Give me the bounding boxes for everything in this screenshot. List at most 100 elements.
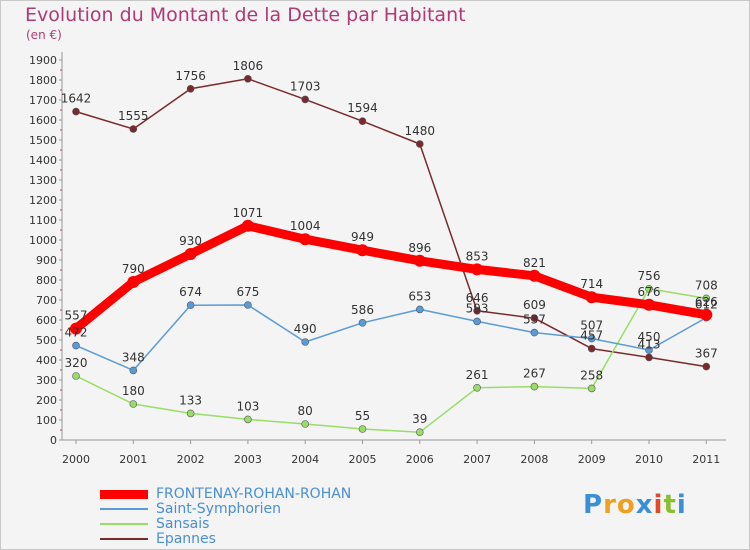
data-label-0: 821 xyxy=(523,256,546,270)
x-tick-label: 2005 xyxy=(349,453,377,466)
data-point-3 xyxy=(530,314,539,323)
data-point-3 xyxy=(186,85,195,93)
data-point-2 xyxy=(702,294,711,303)
x-tick-label: 2006 xyxy=(406,453,434,466)
legend-item: Saint-Symphorien xyxy=(100,501,281,517)
data-point-2 xyxy=(645,284,653,293)
legend-swatch xyxy=(100,523,148,525)
data-point-0 xyxy=(184,248,197,260)
data-point-0 xyxy=(299,233,312,246)
data-label-1: 586 xyxy=(351,303,374,317)
data-label-0: 626 xyxy=(695,295,718,309)
x-tick-label: 2009 xyxy=(578,453,606,466)
data-label-1: 593 xyxy=(466,301,489,315)
y-tick-label: 700 xyxy=(36,294,57,307)
data-point-1 xyxy=(473,317,481,326)
data-point-0 xyxy=(70,322,82,335)
x-tick-label: 2000 xyxy=(62,453,90,466)
x-tick-label: 2011 xyxy=(692,453,720,466)
data-label-0: 853 xyxy=(466,249,489,263)
logo-letter: i xyxy=(676,490,687,520)
data-label-0: 714 xyxy=(580,277,603,291)
data-label-2: 261 xyxy=(466,368,489,382)
data-label-0: 1071 xyxy=(233,206,264,220)
data-label-3: 1594 xyxy=(347,101,378,115)
y-tick-label: 800 xyxy=(36,274,57,287)
data-point-0 xyxy=(643,298,655,311)
data-point-1 xyxy=(72,341,80,350)
logo-letter: P xyxy=(583,490,604,520)
y-tick-label: 300 xyxy=(36,374,57,387)
data-label-2: 320 xyxy=(65,356,88,370)
legend-swatch xyxy=(100,489,148,499)
data-label-3: 1756 xyxy=(175,69,206,83)
data-label-0: 790 xyxy=(122,262,145,276)
data-point-0 xyxy=(585,291,598,304)
y-tick-label: 1500 xyxy=(29,134,57,147)
x-tick-label: 2001 xyxy=(119,453,147,466)
y-tick-label: 500 xyxy=(36,334,57,347)
y-tick-label: 200 xyxy=(36,394,57,407)
y-tick-label: 600 xyxy=(36,314,57,327)
proxiti-logo: Proxiti xyxy=(583,490,687,520)
data-label-3: 1642 xyxy=(61,92,92,106)
x-tick-label: 2004 xyxy=(291,453,319,466)
data-label-3: 367 xyxy=(695,347,718,361)
data-label-0: 557 xyxy=(65,309,88,323)
data-label-3: 1703 xyxy=(290,79,321,93)
logo-letter: t xyxy=(663,490,677,520)
data-point-2 xyxy=(72,372,80,380)
data-point-0 xyxy=(700,308,713,321)
data-label-2: 267 xyxy=(523,367,546,381)
legend-item: Epannes xyxy=(100,531,216,547)
data-point-1 xyxy=(587,334,596,343)
data-label-2: 39 xyxy=(412,412,427,426)
data-label-3: 413 xyxy=(638,337,661,351)
legend-swatch xyxy=(100,538,148,540)
legend-label: Sansais xyxy=(156,516,210,532)
data-label-2: 80 xyxy=(298,404,313,418)
y-tick-label: 100 xyxy=(36,414,57,427)
y-tick-label: 1200 xyxy=(29,194,57,207)
data-point-1 xyxy=(530,328,539,337)
data-point-2 xyxy=(587,384,596,393)
legend-label: Saint-Symphorien xyxy=(156,501,282,517)
data-label-0: 1004 xyxy=(290,219,321,233)
legend-label: Epannes xyxy=(156,531,216,547)
data-point-0 xyxy=(528,269,541,282)
series-line-2 xyxy=(75,288,708,433)
y-tick-label: 1600 xyxy=(29,114,57,127)
logo-letter: r xyxy=(603,490,617,520)
data-point-3 xyxy=(587,344,596,353)
data-label-1: 490 xyxy=(294,322,317,336)
data-label-3: 609 xyxy=(523,298,546,312)
data-point-3 xyxy=(645,353,653,362)
data-point-1 xyxy=(358,318,367,327)
logo-letter: o xyxy=(616,490,636,520)
data-label-1: 653 xyxy=(408,289,431,303)
data-point-1 xyxy=(129,366,138,375)
y-tick-label: 1900 xyxy=(29,54,57,67)
legend-label: FRONTENAY-ROHAN-ROHAN xyxy=(156,486,352,502)
data-label-2: 103 xyxy=(236,399,259,413)
y-tick-label: 400 xyxy=(36,354,57,367)
y-tick-label: 1700 xyxy=(29,94,57,107)
data-point-3 xyxy=(473,306,481,315)
data-point-3 xyxy=(72,107,80,116)
data-label-1: 472 xyxy=(65,326,88,340)
data-point-3 xyxy=(358,117,367,125)
data-label-3: 646 xyxy=(466,291,489,305)
data-label-3: 1806 xyxy=(233,59,264,73)
data-label-0: 896 xyxy=(408,241,431,255)
logo-letter: x xyxy=(635,490,654,520)
y-tick-label: 900 xyxy=(36,254,57,267)
series-line-0 xyxy=(71,221,711,334)
data-label-1: 674 xyxy=(179,285,202,299)
data-point-0 xyxy=(413,254,426,267)
x-tick-label: 2003 xyxy=(234,453,262,466)
data-label-0: 949 xyxy=(351,230,374,244)
unit-label: (en €) xyxy=(26,28,62,42)
data-label-3: 1480 xyxy=(405,124,436,138)
